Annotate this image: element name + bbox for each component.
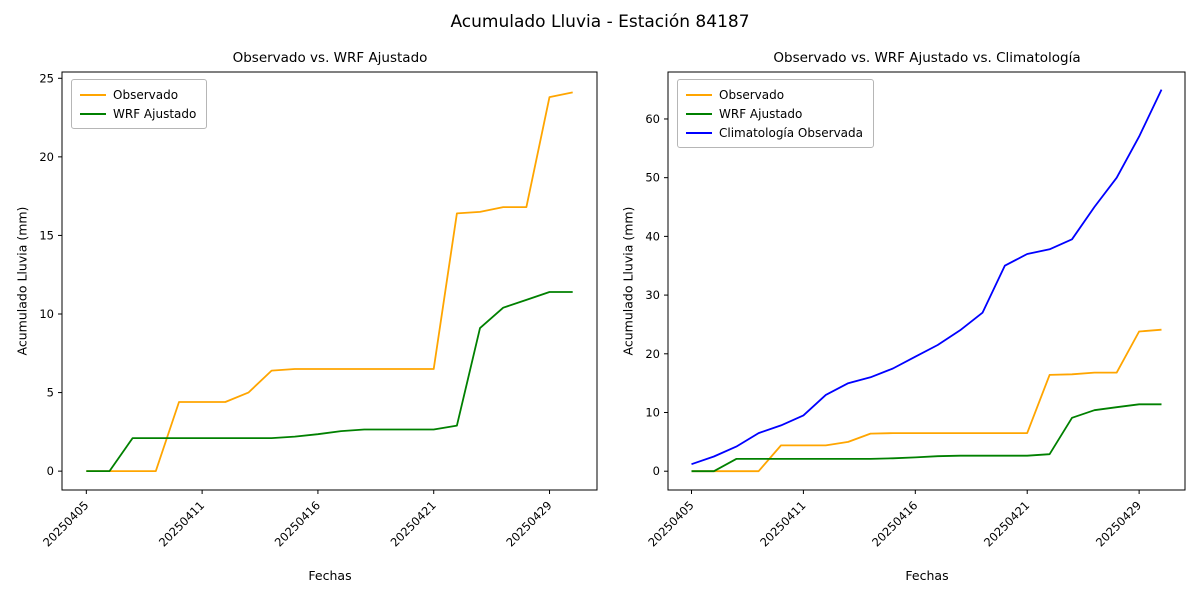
right-series-line-wrf-ajustado	[691, 403, 1162, 473]
y-tick-label: 15	[39, 228, 54, 242]
y-tick-label: 50	[645, 171, 660, 185]
x-tick-label: 20250429	[503, 498, 554, 549]
legend-label: WRF Ajustado	[719, 106, 803, 121]
left-series-line-wrf-ajustado	[86, 291, 573, 473]
y-tick-label: 40	[645, 229, 660, 243]
x-tick-label: 20250416	[869, 498, 920, 549]
x-tick-label: 20250421	[388, 498, 439, 549]
legend-label: Observado	[719, 87, 785, 102]
legend-label: WRF Ajustado	[113, 106, 197, 121]
x-tick-label: 20250429	[1093, 498, 1144, 549]
legend-item: Observado	[686, 85, 863, 104]
right-y-ticks: 0 10 20 30 40 50 60	[645, 112, 668, 478]
right-chart-legend: Observado WRF Ajustado Climatología Observ…	[677, 79, 874, 148]
left-x-ticks: 20250405 20250411 20250416 20250421 20250429	[40, 490, 555, 550]
legend-line-sample	[80, 93, 106, 96]
right-axes-frame	[667, 71, 1186, 491]
legend-label: Observado	[113, 87, 179, 102]
left-chart-xlabel: Fechas	[308, 568, 352, 583]
x-tick-label: 20250416	[272, 498, 323, 549]
x-tick-label: 20250411	[757, 498, 808, 549]
left-chart-ylabel: Acumulado Lluvia (mm)	[14, 206, 30, 356]
left-chart-legend: Observado WRF Ajustado	[71, 79, 208, 129]
x-tick-label: 20250405	[40, 498, 91, 549]
legend-line-sample	[686, 131, 712, 134]
right-series-line-climatologia-observada	[691, 89, 1163, 466]
left-y-ticks: 0 5 10 15 20 25	[39, 71, 62, 478]
left-chart-title: Observado vs. WRF Ajustado	[232, 50, 428, 66]
y-tick-label: 5	[47, 386, 54, 400]
legend-line-sample	[686, 93, 712, 96]
legend-item: Climatología Observada	[686, 123, 863, 142]
left-axes-frame	[61, 71, 598, 491]
y-tick-label: 10	[645, 406, 660, 420]
legend-item: WRF Ajustado	[686, 104, 863, 123]
y-tick-label: 0	[653, 464, 660, 478]
right-chart-ylabel: Acumulado Lluvia (mm)	[620, 206, 636, 356]
y-tick-label: 20	[39, 150, 54, 164]
legend-line-sample	[80, 112, 106, 115]
legend-item: WRF Ajustado	[80, 104, 196, 123]
right-x-ticks: 20250405 20250411 20250416 20250421 20250429	[645, 490, 1144, 550]
legend-item: Observado	[80, 85, 196, 104]
x-tick-label: 20250421	[981, 498, 1032, 549]
y-tick-label: 60	[645, 112, 660, 126]
left-series-line-observado	[86, 91, 573, 473]
y-tick-label: 10	[39, 307, 54, 321]
right-chart-title: Observado vs. WRF Ajustado vs. Climatolo…	[773, 50, 1081, 66]
y-tick-label: 0	[47, 464, 54, 478]
x-tick-label: 20250405	[645, 498, 696, 549]
y-tick-label: 20	[645, 347, 660, 361]
y-tick-label: 30	[645, 288, 660, 302]
y-tick-label: 25	[39, 71, 54, 85]
right-chart-xlabel: Fechas	[905, 568, 949, 583]
figure-title: Acumulado Lluvia - Estación 84187	[450, 12, 750, 32]
x-tick-label: 20250411	[156, 498, 207, 549]
legend-line-sample	[686, 112, 712, 115]
legend-label: Climatología Observada	[719, 125, 863, 140]
